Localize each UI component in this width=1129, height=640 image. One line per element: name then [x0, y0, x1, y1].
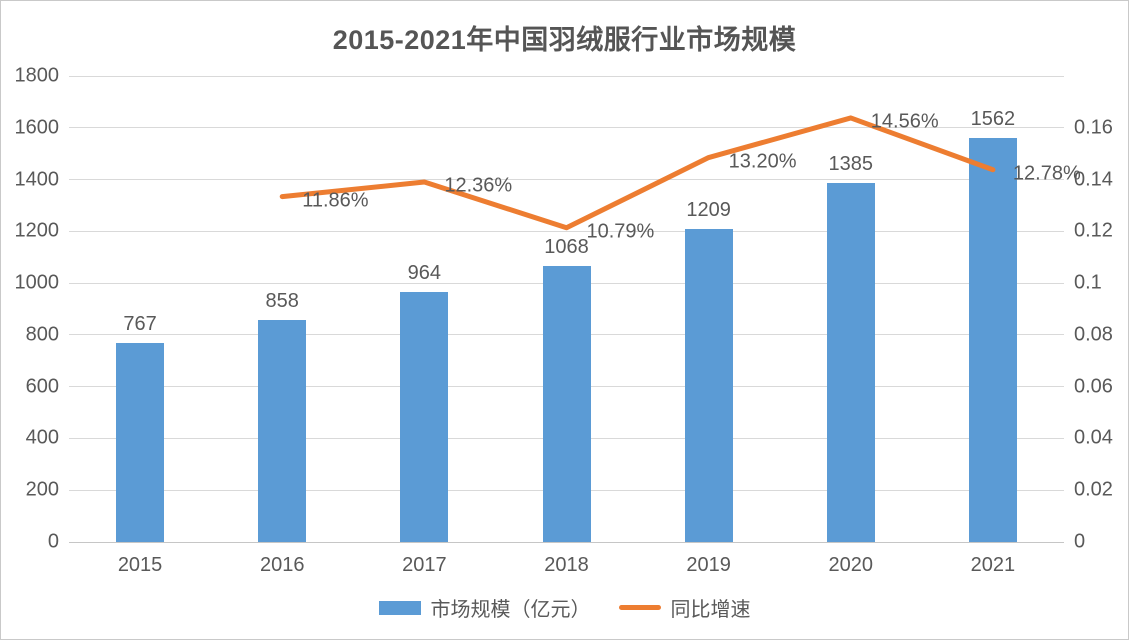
right-axis-tick-label: 0.02 — [1074, 478, 1113, 501]
bar-value-label: 858 — [265, 289, 299, 312]
left-axis-tick-label: 1000 — [14, 271, 60, 294]
x-axis-label-2021: 2021 — [970, 554, 1016, 576]
right-axis-tick-label: 0.1 — [1074, 271, 1102, 294]
line-point-label: 11.86% — [302, 189, 369, 212]
x-axis-label-2015: 2015 — [117, 554, 163, 576]
legend-bar-label: 市场规模（亿元） — [430, 599, 591, 621]
bar-value-label: 1068 — [544, 235, 589, 258]
line-point-label: 10.79% — [586, 220, 655, 243]
bar-2020 — [826, 183, 875, 542]
legend-item-growth-rate: 同比增速 — [618, 593, 751, 622]
gridline — [69, 179, 1064, 181]
bar-2017 — [400, 292, 449, 542]
left-axis-tick-label: 1200 — [14, 219, 60, 242]
legend-item-market-size: 市场规模（亿元） — [378, 593, 591, 622]
legend: 市场规模（亿元） 同比增速 — [1, 593, 1128, 622]
left-axis-tick-label: 600 — [25, 375, 59, 398]
line-point-label: 12.78% — [1012, 162, 1081, 185]
bar-2019 — [684, 229, 733, 542]
gridline — [69, 230, 1064, 232]
x-axis-label-2020: 2020 — [828, 554, 874, 576]
bar-value-label: 1385 — [828, 153, 874, 176]
left-axis-tick-label: 1600 — [14, 116, 60, 139]
right-axis-tick-label: 0.06 — [1074, 375, 1113, 398]
right-axis-tick-label: 0.08 — [1074, 323, 1113, 346]
bar-value-label: 767 — [123, 313, 157, 336]
line-point-label: 12.36% — [444, 174, 513, 197]
left-axis-tick-label: 800 — [25, 323, 59, 346]
x-axis-label-2017: 2017 — [402, 554, 447, 576]
line-point-label: 14.56% — [870, 110, 939, 133]
left-axis-tick-label: 1800 — [14, 64, 60, 87]
gridline — [69, 541, 1064, 543]
right-axis-tick-label: 0.14 — [1074, 168, 1113, 191]
legend-line-label: 同比增速 — [670, 599, 751, 621]
bar-2015 — [116, 343, 165, 542]
gridline — [69, 75, 1064, 77]
bar-value-label: 1562 — [970, 107, 1016, 130]
bar-value-label: 964 — [407, 262, 442, 285]
right-axis-tick-label: 0.04 — [1074, 426, 1113, 449]
right-axis-tick-label: 0.16 — [1074, 116, 1113, 139]
right-axis-tick-label: 0 — [1074, 530, 1086, 553]
legend-line-swatch-icon — [618, 605, 661, 610]
left-axis-tick-label: 200 — [25, 478, 59, 501]
bar-2018 — [542, 265, 591, 542]
right-axis-tick-label: 0.12 — [1074, 219, 1113, 242]
left-axis-tick-label: 400 — [25, 426, 59, 449]
legend-bar-swatch-icon — [378, 600, 421, 615]
left-axis-tick-label: 0 — [47, 530, 59, 553]
x-axis-label-2016: 2016 — [259, 554, 305, 576]
x-axis-label-2019: 2019 — [686, 554, 731, 576]
line-point-label: 13.20% — [728, 150, 797, 173]
bar-value-label: 1209 — [686, 199, 731, 222]
x-axis-label-2018: 2018 — [544, 554, 589, 576]
left-axis-tick-label: 1400 — [14, 168, 60, 191]
bar-2021 — [968, 137, 1017, 542]
bar-2016 — [258, 319, 307, 542]
chart-title: 2015-2021年中国羽绒服行业市场规模 — [332, 25, 797, 55]
